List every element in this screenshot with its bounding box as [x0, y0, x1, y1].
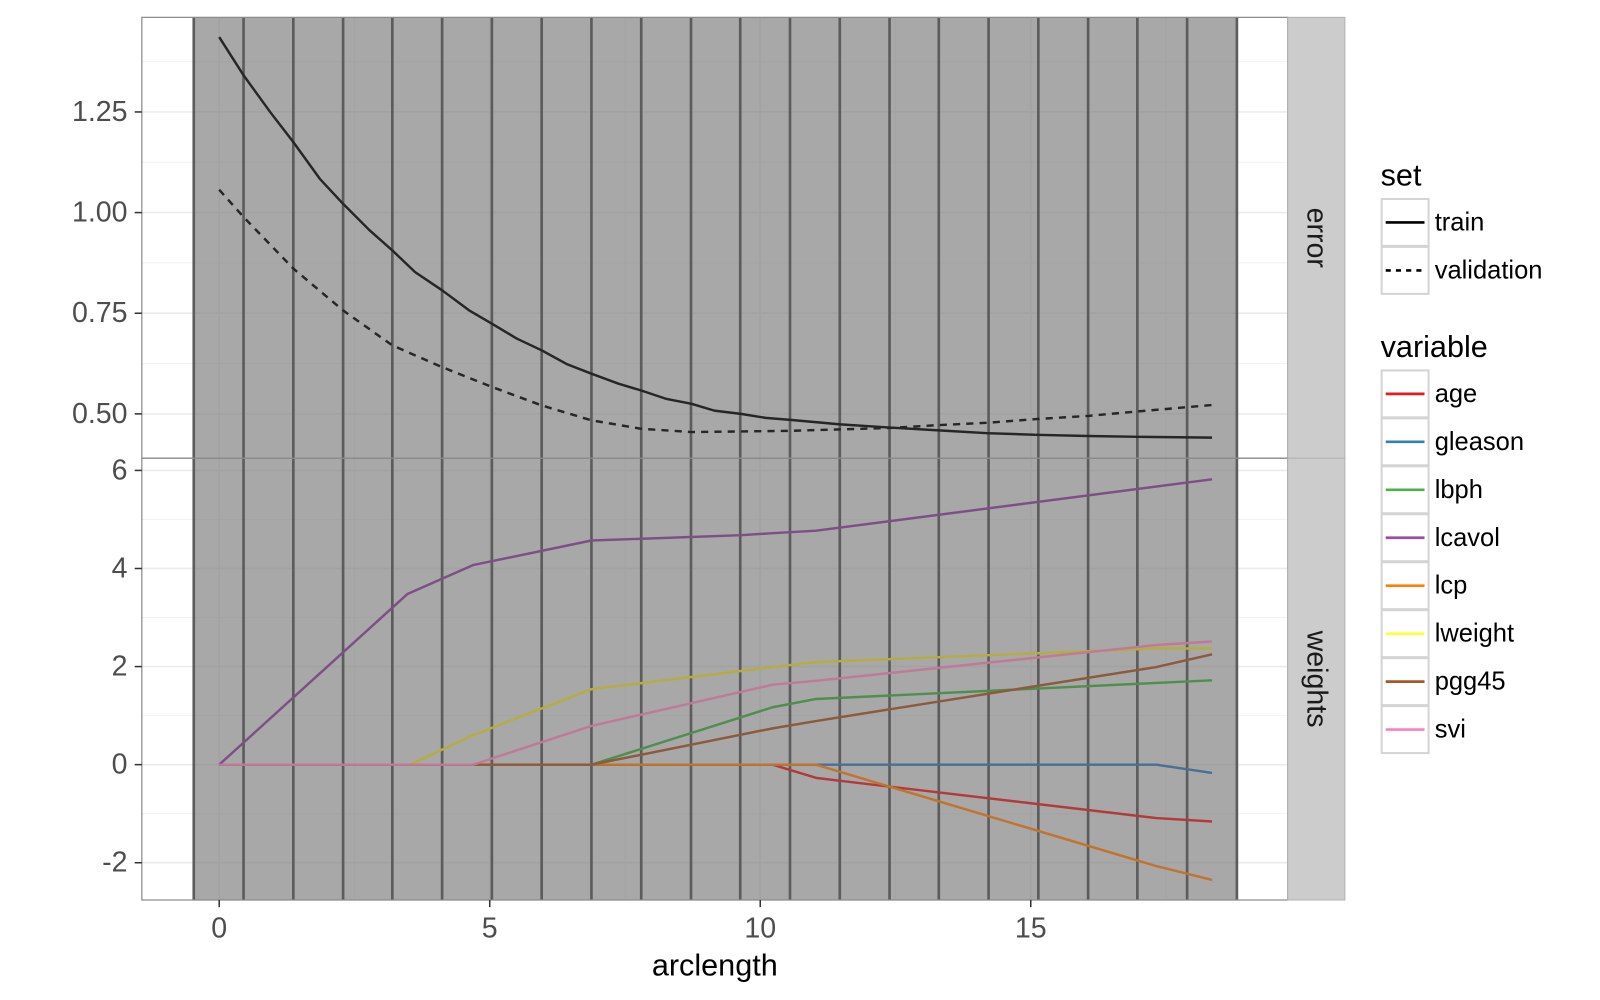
x-tick-label: 10: [744, 913, 776, 945]
series-line-train: [218, 36, 1213, 439]
legend-label: lcp: [1435, 572, 1468, 600]
facet-strip: [1287, 16, 1346, 459]
legend-label: lweight: [1435, 620, 1514, 648]
y-tick-label: 1.00: [72, 197, 128, 229]
legend-label: lbph: [1435, 476, 1483, 504]
series-line-pgg45: [219, 653, 1213, 766]
strip-label: weights: [1300, 630, 1332, 728]
x-axis-title: arclength: [652, 948, 778, 982]
y-tick-label: 6: [112, 454, 128, 486]
series-line-validation: [218, 188, 1213, 434]
series-line-lcavol: [218, 478, 1213, 766]
legend-label: validation: [1435, 256, 1543, 284]
series-line-svi: [219, 640, 1213, 766]
y-tick-label: 4: [112, 552, 128, 584]
y-tick-label: 2: [112, 651, 128, 683]
legend-title: set: [1381, 159, 1422, 193]
y-tick-label: -2: [102, 847, 127, 879]
facet-strip: [1287, 457, 1346, 901]
legend-label: lcavol: [1435, 524, 1500, 552]
legend-label: gleason: [1435, 428, 1524, 456]
x-tick-label: 15: [1015, 913, 1047, 945]
x-tick-label: 5: [482, 913, 498, 945]
strip-label: error: [1300, 208, 1332, 269]
y-tick-label: 0.50: [72, 398, 128, 430]
legend-label: pgg45: [1435, 668, 1506, 696]
x-tick-label: 0: [211, 913, 227, 945]
y-tick-label: 0.75: [72, 297, 128, 329]
legend-title: variable: [1381, 330, 1488, 364]
y-tick-label: 0: [112, 749, 128, 781]
legend-label: age: [1435, 380, 1478, 408]
legend-label: svi: [1435, 716, 1466, 744]
legend-label: train: [1435, 208, 1485, 236]
y-tick-label: 1.25: [72, 96, 128, 128]
